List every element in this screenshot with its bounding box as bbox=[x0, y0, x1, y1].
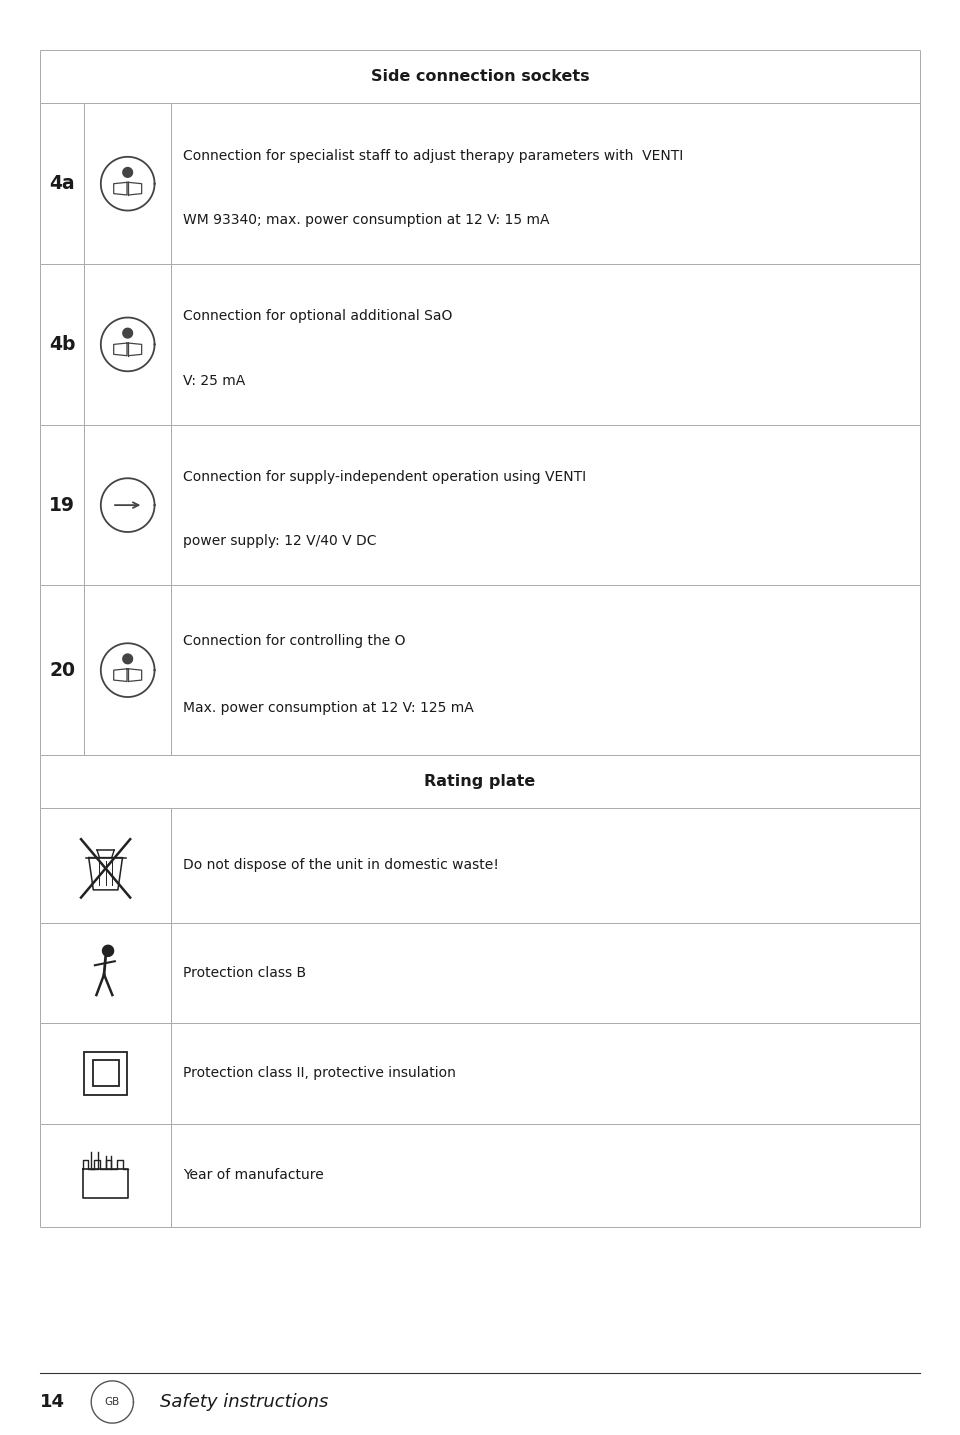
Polygon shape bbox=[123, 329, 132, 339]
Text: Connection for specialist staff to adjust therapy parameters with  VENTI: Connection for specialist staff to adjus… bbox=[183, 149, 684, 162]
Text: 4a: 4a bbox=[50, 174, 75, 194]
Text: Protection class B: Protection class B bbox=[183, 966, 306, 980]
Polygon shape bbox=[103, 946, 113, 956]
Text: Connection for supply-independent operation using VENTI: Connection for supply-independent operat… bbox=[183, 471, 587, 484]
Text: 14: 14 bbox=[40, 1393, 65, 1411]
Text: WM 93340; max. power consumption at 12 V: 15 mA: WM 93340; max. power consumption at 12 V… bbox=[183, 212, 550, 227]
Text: Connection for controlling the O: Connection for controlling the O bbox=[183, 633, 406, 647]
Text: 19: 19 bbox=[49, 495, 76, 515]
Text: Max. power consumption at 12 V: 125 mA: Max. power consumption at 12 V: 125 mA bbox=[183, 702, 474, 715]
Text: 4b: 4b bbox=[49, 334, 76, 354]
Text: Safety instructions: Safety instructions bbox=[160, 1393, 328, 1411]
Text: power supply: 12 V/40 V DC: power supply: 12 V/40 V DC bbox=[183, 534, 377, 548]
Polygon shape bbox=[123, 168, 132, 178]
Bar bbox=[92, 1060, 119, 1086]
Text: V: 25 mA: V: 25 mA bbox=[183, 373, 246, 387]
Polygon shape bbox=[123, 654, 132, 664]
Text: Do not dispose of the unit in domestic waste!: Do not dispose of the unit in domestic w… bbox=[183, 858, 499, 872]
Text: Side connection sockets: Side connection sockets bbox=[371, 69, 589, 85]
Text: 20: 20 bbox=[49, 660, 76, 680]
Text: GB: GB bbox=[105, 1398, 120, 1406]
Text: Connection for optional additional SaO: Connection for optional additional SaO bbox=[183, 310, 453, 323]
Text: Protection class II, protective insulation: Protection class II, protective insulati… bbox=[183, 1066, 456, 1081]
Bar bbox=[84, 1052, 127, 1095]
Text: Year of manufacture: Year of manufacture bbox=[183, 1168, 324, 1182]
Text: Rating plate: Rating plate bbox=[424, 773, 536, 789]
